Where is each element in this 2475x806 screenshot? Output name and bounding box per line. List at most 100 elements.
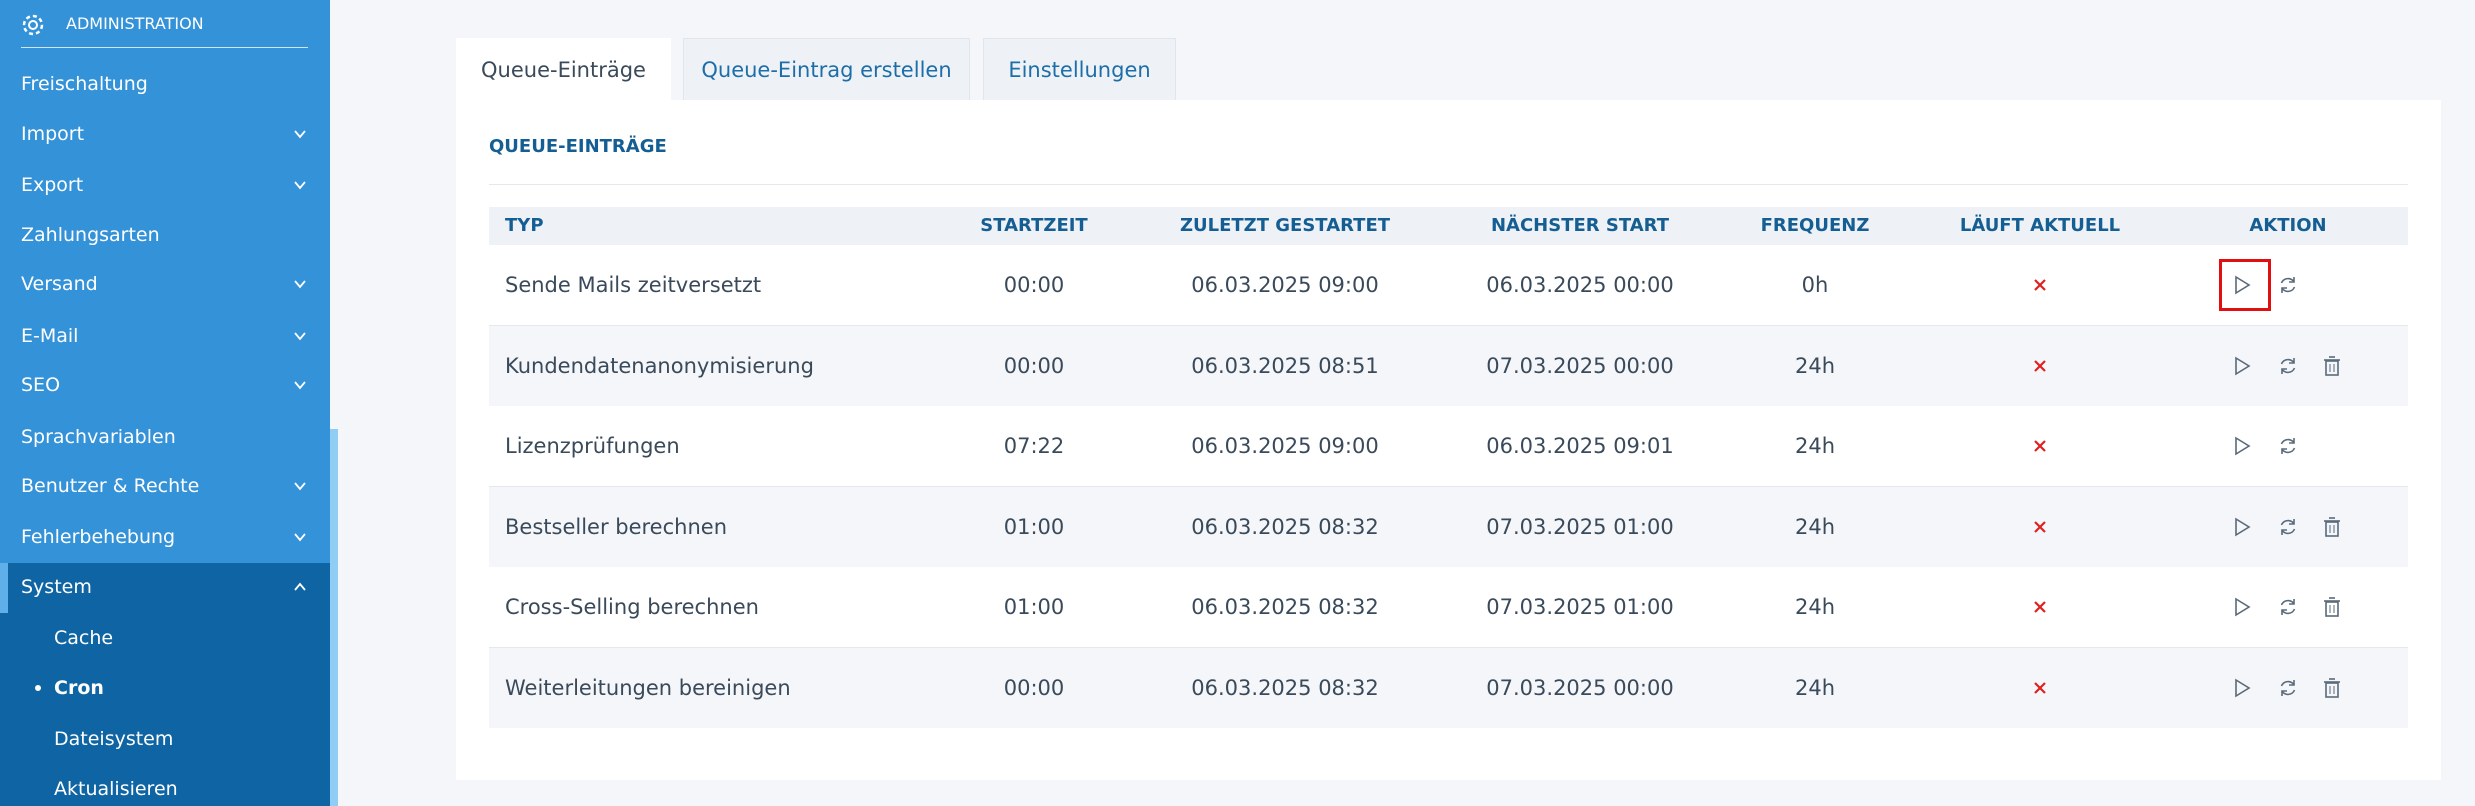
chevron <box>294 130 306 139</box>
table-cell: Sende Mails zeitversetzt <box>505 273 762 297</box>
run-button[interactable] <box>2232 274 2252 296</box>
table-row <box>489 406 2408 486</box>
table-cell: 06.03.2025 09:00 <box>1191 434 1379 458</box>
active-section <box>0 563 330 806</box>
table-cell: 06.03.2025 08:51 <box>1191 353 1379 378</box>
status-no <box>2034 520 2046 533</box>
table-cell: 24h <box>1794 595 1836 619</box>
run-button[interactable] <box>2232 677 2252 699</box>
nav-item[interactable]: Versand <box>21 273 98 295</box>
chevron <box>294 582 306 591</box>
run-button[interactable] <box>2232 355 2252 377</box>
table-cell: 06.03.2025 00:00 <box>1486 273 1674 297</box>
highlight-box <box>2219 259 2271 311</box>
table-cell: 00:00 <box>1003 353 1065 378</box>
reset-button[interactable] <box>2277 596 2299 618</box>
status-no <box>2034 601 2046 613</box>
table-cell: Cross-Selling berechnen <box>505 595 759 619</box>
column-header: FREQUENZ <box>1760 215 1870 236</box>
table-cell: 07:22 <box>1003 434 1065 458</box>
bullet <box>35 685 41 691</box>
table-cell: Lizenzprüfungen <box>505 434 680 458</box>
tab[interactable]: Queue-Eintrag erstellen <box>683 38 970 100</box>
status-no <box>2034 681 2046 694</box>
nav-subitem[interactable]: Dateisystem <box>54 728 174 750</box>
sidebar-header: ADMINISTRATION <box>66 14 204 33</box>
column-header: LÄUFT AKTUELL <box>1959 215 2121 236</box>
tab[interactable]: Queue-Einträge <box>456 38 671 100</box>
chevron <box>294 332 306 341</box>
delete-button[interactable] <box>2323 677 2341 699</box>
chevron <box>294 533 306 542</box>
chevron <box>294 280 306 289</box>
nav-item[interactable]: E-Mail <box>21 325 79 347</box>
table-cell: Bestseller berechnen <box>505 514 727 539</box>
table-row <box>489 647 2408 728</box>
reset-button[interactable] <box>2277 677 2299 699</box>
column-header: STARTZEIT <box>980 215 1088 236</box>
panel-title: QUEUE-EINTRÄGE <box>489 136 667 157</box>
run-button[interactable] <box>2232 435 2252 457</box>
table-cell: 01:00 <box>1003 514 1065 539</box>
nav-item[interactable]: Zahlungsarten <box>21 224 160 246</box>
nav-item[interactable]: Sprachvariablen <box>21 426 176 448</box>
table-row <box>489 486 2408 567</box>
status-no <box>2034 279 2046 291</box>
table-cell: Weiterleitungen bereinigen <box>505 675 791 700</box>
table-cell: 06.03.2025 08:32 <box>1191 514 1379 539</box>
status-no <box>2034 440 2046 452</box>
delete-button[interactable] <box>2323 355 2341 377</box>
reset-button[interactable] <box>2277 274 2299 296</box>
gear-icon <box>22 14 44 36</box>
table-row <box>489 567 2408 647</box>
nav-item[interactable]: Fehlerbehebung <box>21 526 176 548</box>
table-cell: 24h <box>1794 353 1836 378</box>
table-cell: 07.03.2025 00:00 <box>1486 675 1674 700</box>
tab[interactable]: Einstellungen <box>983 38 1176 100</box>
table-cell: 06.03.2025 09:01 <box>1486 434 1674 458</box>
nav-item[interactable]: SEO <box>21 374 61 396</box>
nav-subitem[interactable]: Aktualisieren <box>54 778 178 800</box>
table-cell: 24h <box>1794 675 1836 700</box>
table-cell: 00:00 <box>1003 273 1065 297</box>
nav-item[interactable]: Benutzer & Rechte <box>21 475 200 497</box>
column-header: ZULETZT GESTARTET <box>1179 215 1391 236</box>
table-cell: 06.03.2025 08:32 <box>1191 675 1379 700</box>
run-button[interactable] <box>2232 516 2252 538</box>
table-cell: 0h <box>1801 273 1829 297</box>
nav-item[interactable]: System <box>21 576 92 598</box>
active-indicator <box>0 563 8 613</box>
chevron <box>294 482 306 491</box>
table-cell: 01:00 <box>1003 595 1065 619</box>
chevron <box>294 381 306 390</box>
delete-button[interactable] <box>2323 516 2341 538</box>
nav-item[interactable]: Freischaltung <box>21 73 148 95</box>
run-button[interactable] <box>2232 596 2252 618</box>
table-cell: 07.03.2025 01:00 <box>1486 595 1674 619</box>
nav-subitem[interactable]: Cache <box>54 627 114 649</box>
divider <box>21 47 308 48</box>
reset-button[interactable] <box>2277 516 2299 538</box>
chevron <box>294 181 306 190</box>
table-cell: 07.03.2025 00:00 <box>1486 353 1674 378</box>
table-row <box>489 325 2408 406</box>
table-cell: 00:00 <box>1003 675 1065 700</box>
nav-subitem[interactable]: Cron <box>54 677 104 699</box>
table-header <box>489 207 2408 245</box>
column-header: TYP <box>505 215 544 236</box>
delete-button[interactable] <box>2323 596 2341 618</box>
status-no <box>2034 359 2046 372</box>
scrollbar <box>330 429 338 806</box>
column-header: AKTION <box>2249 215 2327 236</box>
table-row <box>489 245 2408 325</box>
reset-button[interactable] <box>2277 355 2299 377</box>
nav-item[interactable]: Export <box>21 174 84 196</box>
divider <box>489 184 2408 185</box>
reset-button[interactable] <box>2277 435 2299 457</box>
table-cell: 06.03.2025 09:00 <box>1191 273 1379 297</box>
table-cell: 07.03.2025 01:00 <box>1486 514 1674 539</box>
column-header: NÄCHSTER START <box>1490 215 1670 236</box>
table-cell: 24h <box>1794 514 1836 539</box>
nav-item[interactable]: Import <box>21 123 85 145</box>
